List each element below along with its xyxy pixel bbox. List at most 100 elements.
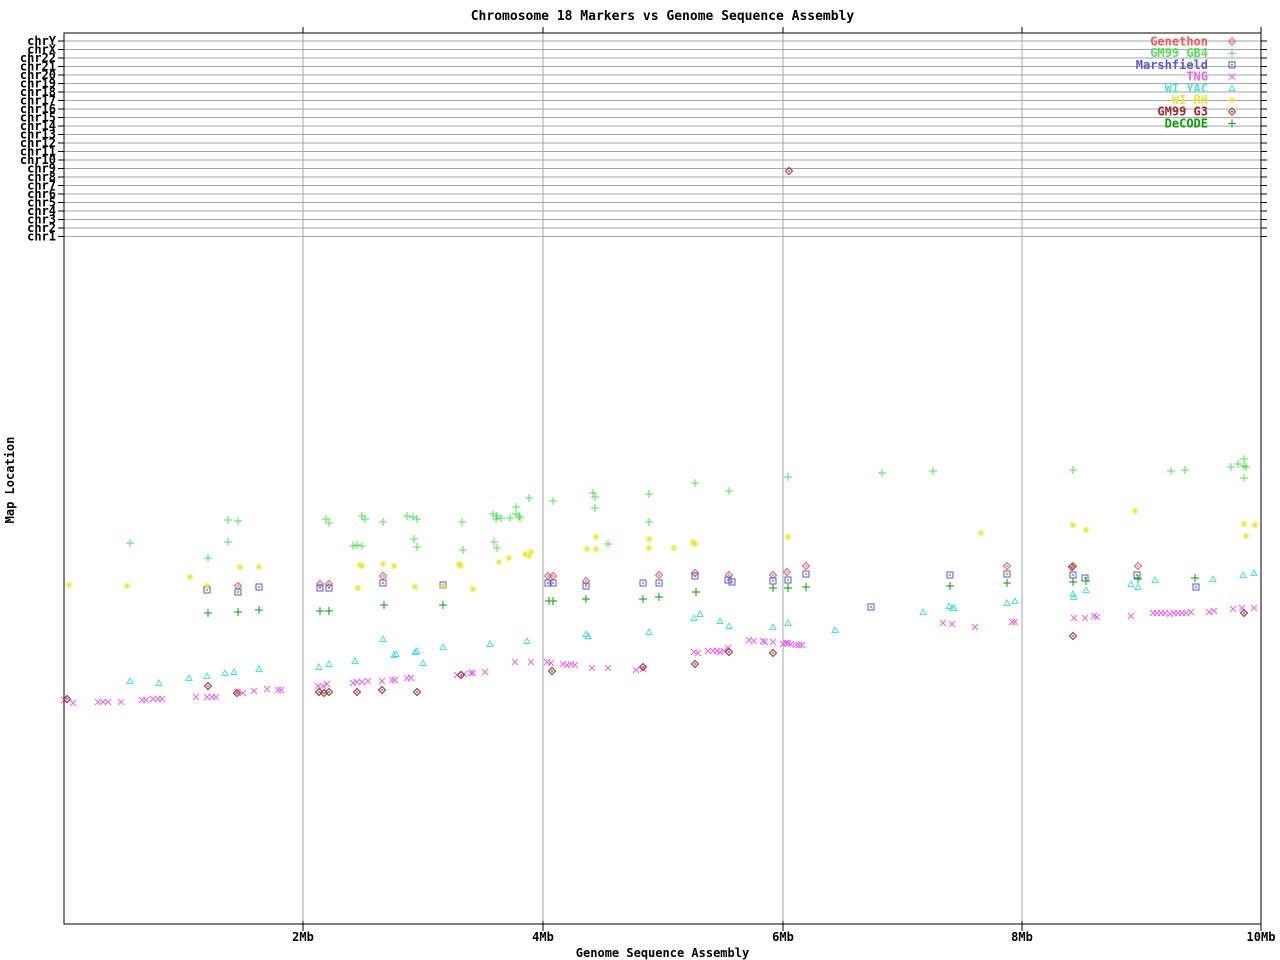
data-point-wi_yac	[645, 627, 653, 635]
data-point-genethon	[1133, 561, 1143, 571]
data-point-tng	[358, 678, 366, 686]
data-point-marshfield	[316, 584, 324, 592]
data-point-wi_yac	[185, 673, 193, 681]
data-point-marshfield	[255, 583, 263, 591]
chr-label: chr12	[20, 136, 56, 150]
data-point-marshfield	[1192, 583, 1200, 591]
data-point-gm99_gb4	[1069, 466, 1077, 474]
data-point-genethon	[548, 571, 558, 581]
data-point-gm99_gb4	[784, 473, 792, 481]
data-point-gm99_gb4	[490, 538, 498, 546]
data-point-wi_rh	[691, 540, 699, 548]
data-point-wi_yac	[419, 658, 427, 666]
data-point-gm99_gb4	[515, 512, 523, 520]
data-point-wi_rh	[645, 535, 653, 543]
data-point-decode	[784, 584, 792, 592]
data-point-wi_rh	[670, 544, 678, 552]
data-point-wi_yac	[390, 650, 398, 658]
data-point-wi_yac	[221, 668, 229, 676]
data-point-gm99_gb4	[409, 513, 417, 521]
data-point-tng	[69, 699, 77, 707]
data-point-wi_rh	[390, 562, 398, 570]
data-point-gm99_gb4	[512, 503, 520, 511]
data-point-marshfield	[655, 579, 663, 587]
data-point-tng	[158, 695, 166, 703]
data-point-gm99_g3	[784, 166, 794, 176]
data-point-wi_rh	[583, 545, 591, 553]
data-point-gm99_gb4	[525, 494, 533, 502]
data-point-tng	[588, 664, 596, 672]
data-point-decode	[255, 606, 263, 614]
x-tick-label: 8Mb	[1011, 930, 1033, 944]
data-point-wi_yac	[945, 601, 953, 609]
data-point-wi_rh	[521, 550, 529, 558]
legend-label-wi_yac: WI YAC	[1165, 81, 1208, 95]
data-point-tng	[1070, 614, 1078, 622]
data-point-tng	[750, 637, 758, 645]
data-point-tng	[795, 641, 803, 649]
data-point-tng	[94, 698, 102, 706]
data-point-tng	[1166, 610, 1174, 618]
data-point-tng	[391, 676, 399, 684]
data-point-gm99_gb4	[591, 493, 599, 501]
data-point-gm99_g3	[324, 687, 334, 697]
chr-label: chr7	[27, 179, 56, 193]
chr-label: chr18	[20, 85, 56, 99]
data-point-genethon	[324, 579, 334, 589]
data-point-marshfield	[867, 603, 875, 611]
data-point-gm99_g3	[412, 687, 422, 697]
data-point-marshfield	[1069, 571, 1077, 579]
data-point-tng	[1081, 614, 1089, 622]
data-point-gm99_gb4	[591, 504, 599, 512]
chr-label: chr2	[27, 221, 56, 235]
legend-marker-gm99_gb4	[1228, 49, 1236, 58]
chr-label: chr13	[20, 128, 56, 142]
data-point-gm99_gb4	[1240, 474, 1248, 482]
data-point-gm99_gb4	[493, 544, 501, 552]
data-point-tng	[364, 677, 372, 685]
data-point-tng	[527, 658, 535, 666]
chr-label: chr11	[20, 145, 56, 159]
data-point-marshfield	[1081, 574, 1089, 582]
data-point-tng	[314, 682, 322, 690]
chr-label: chr8	[27, 170, 56, 184]
data-point-tng	[142, 696, 150, 704]
data-point-marshfield	[582, 582, 590, 590]
legend-label-marshfield: Marshfield	[1136, 58, 1208, 72]
data-point-tng	[353, 678, 361, 686]
data-point-wi_yac	[769, 622, 777, 630]
data-point-tng	[563, 661, 571, 669]
data-point-tng	[1011, 618, 1019, 626]
data-point-tng	[1093, 613, 1101, 621]
data-point-wi_rh	[356, 561, 364, 569]
data-point-tng	[1210, 607, 1218, 615]
data-point-genethon	[654, 570, 664, 580]
data-point-wi_yac	[325, 659, 333, 667]
data-point-marshfield	[549, 579, 557, 587]
data-point-gm99_gb4	[1240, 455, 1248, 463]
data-point-decode	[946, 582, 954, 590]
data-point-wi_rh	[65, 581, 73, 589]
chr-label: chr22	[20, 51, 56, 65]
data-point-tng	[1127, 612, 1135, 620]
data-point-decode	[325, 607, 333, 615]
data-point-tng	[559, 660, 567, 668]
data-point-wi_rh	[1242, 532, 1250, 540]
data-point-gm99_g3	[352, 687, 362, 697]
chr-label: chr21	[20, 60, 56, 74]
data-point-wi_rh	[1069, 521, 1077, 529]
x-axis-label: Genome Sequence Assembly	[575, 946, 750, 960]
data-point-tng	[407, 674, 415, 682]
data-point-tng	[948, 620, 956, 628]
data-point-tng	[792, 641, 800, 649]
data-point-gm99_g3	[1239, 608, 1249, 618]
data-point-gm99_g3	[203, 681, 213, 691]
data-point-tng	[323, 680, 331, 688]
chr-label: chr16	[20, 102, 56, 116]
data-point-tng	[319, 682, 327, 690]
chr-label: chr4	[27, 204, 56, 218]
data-point-wi_yac	[203, 671, 211, 679]
data-point-wi_rh	[457, 562, 465, 570]
data-point-decode	[692, 588, 700, 596]
